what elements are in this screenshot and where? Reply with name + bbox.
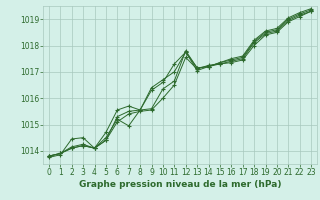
X-axis label: Graphe pression niveau de la mer (hPa): Graphe pression niveau de la mer (hPa): [79, 180, 281, 189]
